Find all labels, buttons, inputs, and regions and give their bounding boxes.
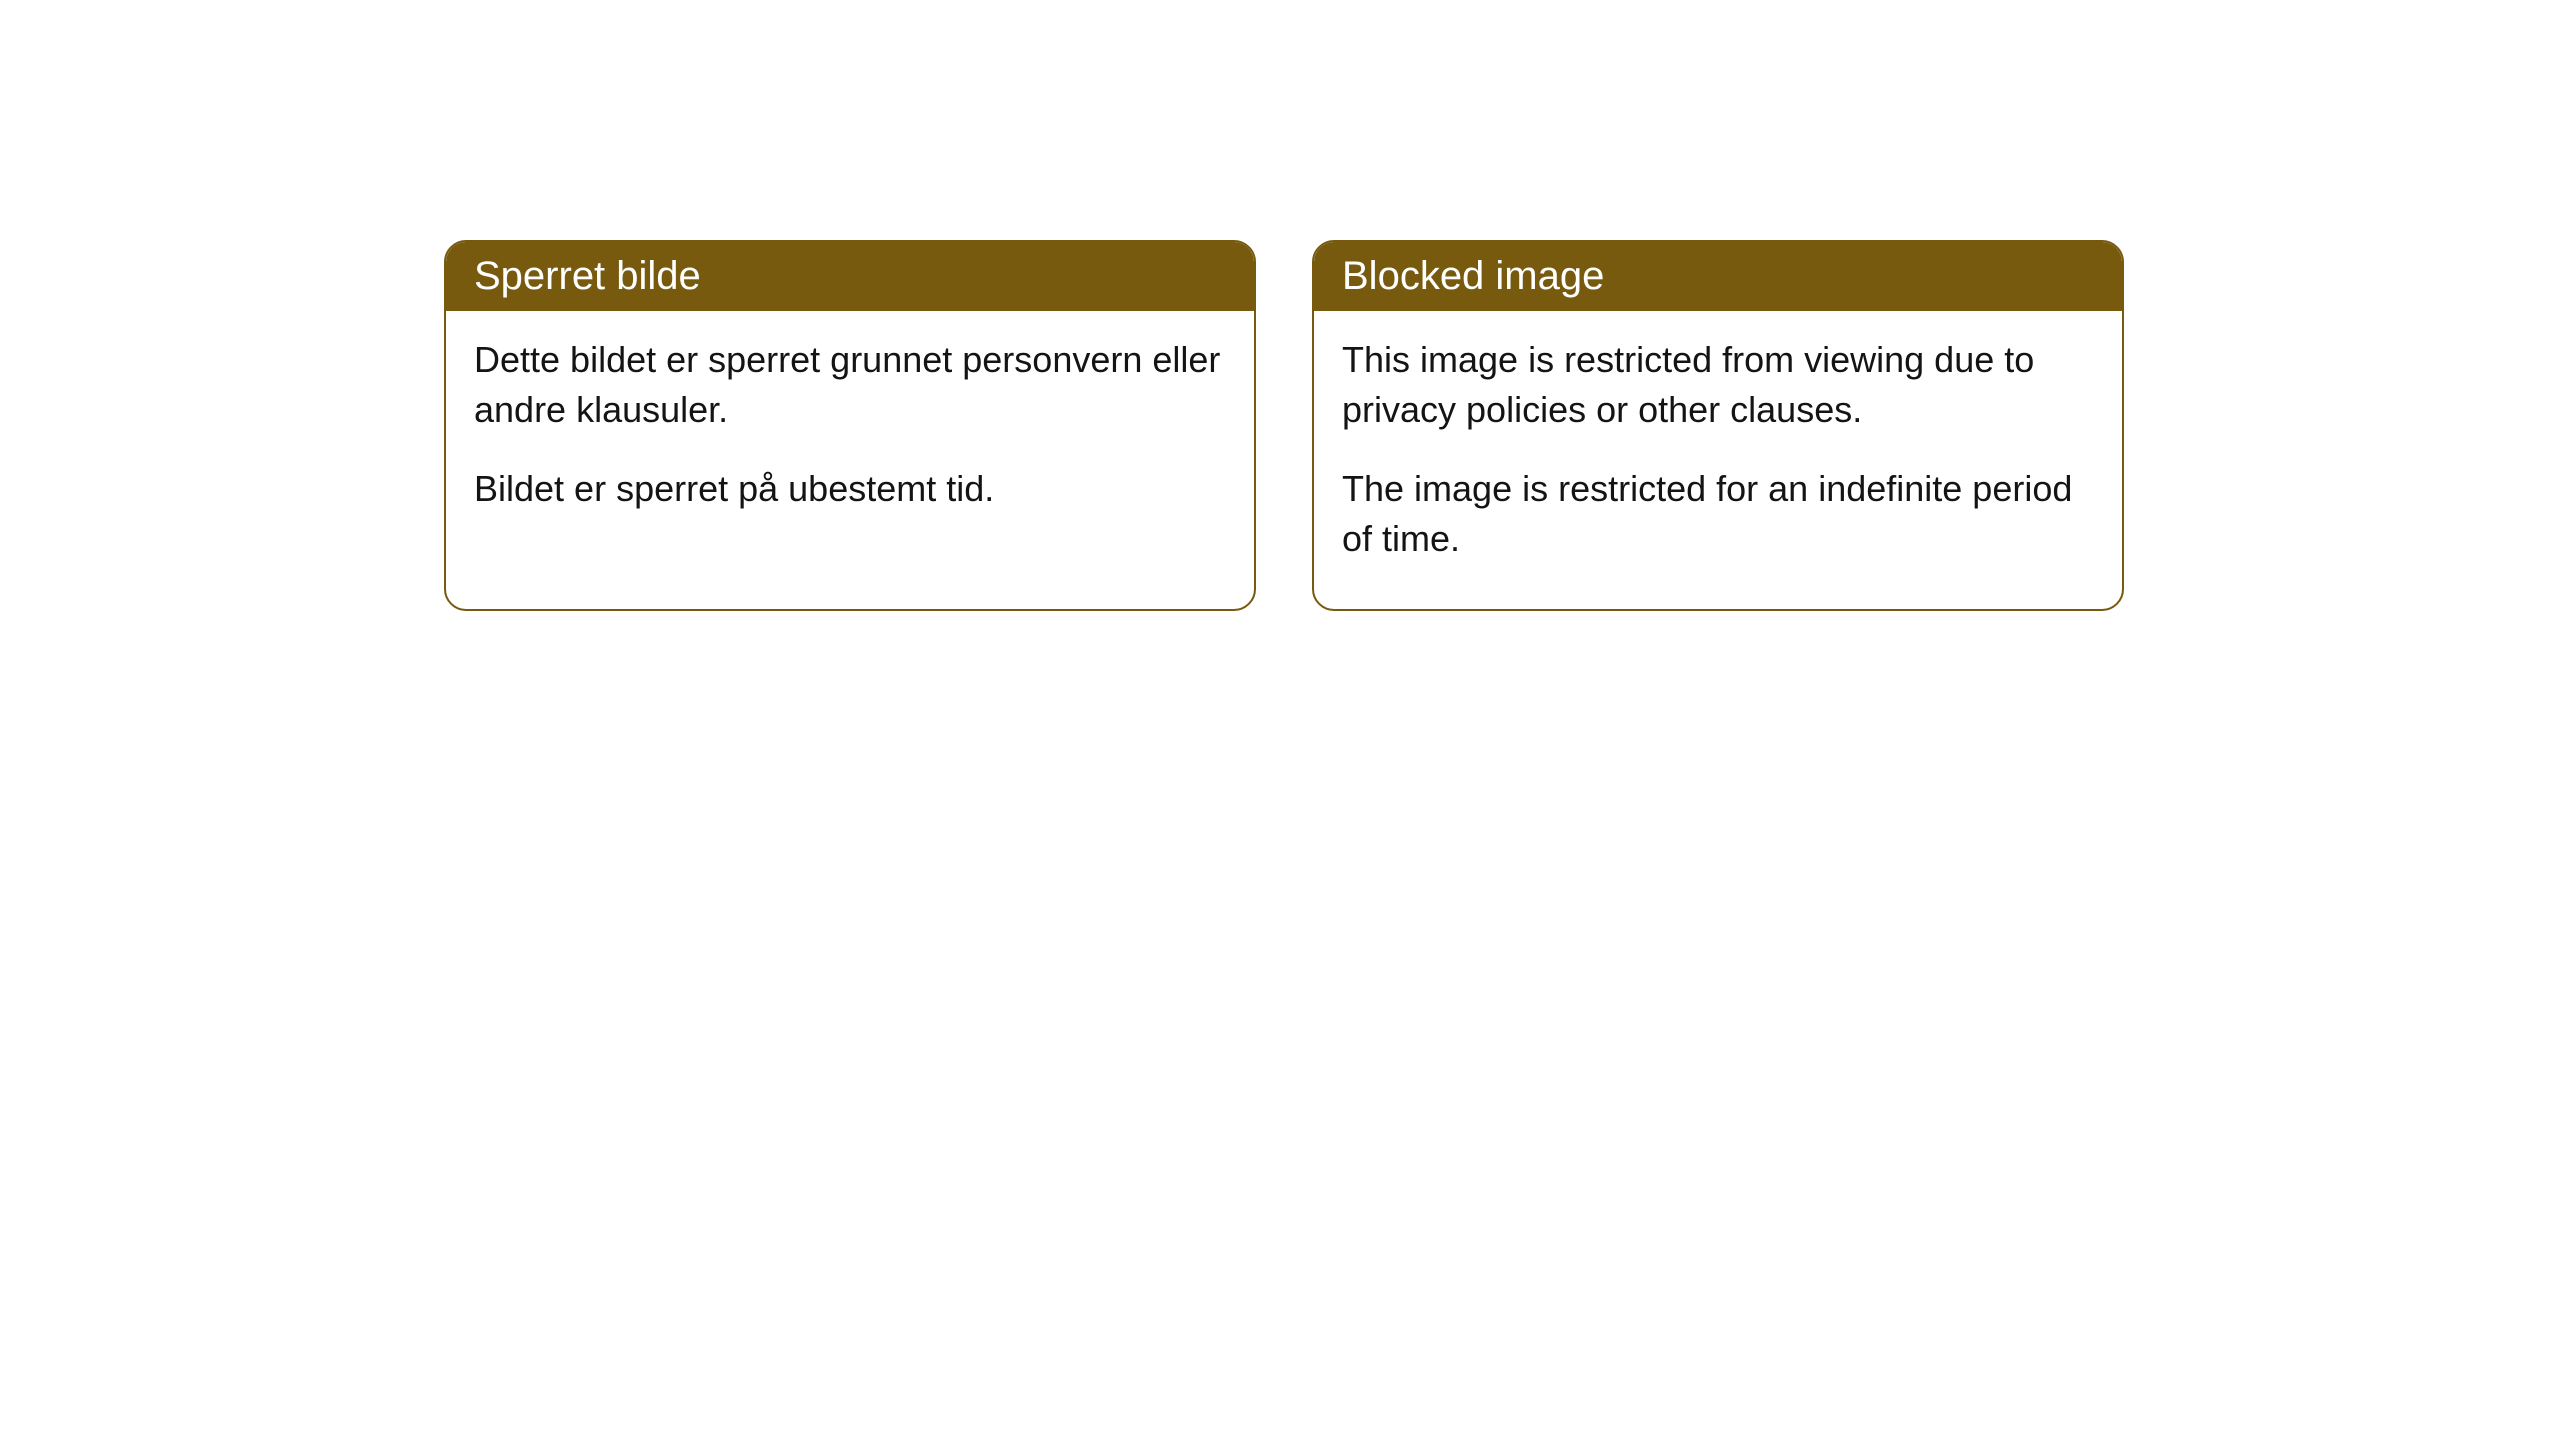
notice-paragraph: Dette bildet er sperret grunnet personve… [474,335,1226,436]
notice-card-header: Sperret bilde [446,242,1254,311]
notice-paragraph: This image is restricted from viewing du… [1342,335,2094,436]
notice-cards-container: Sperret bilde Dette bildet er sperret gr… [444,240,2124,611]
notice-paragraph: The image is restricted for an indefinit… [1342,464,2094,565]
notice-card-english: Blocked image This image is restricted f… [1312,240,2124,611]
notice-card-title: Blocked image [1342,254,1604,298]
notice-card-norwegian: Sperret bilde Dette bildet er sperret gr… [444,240,1256,611]
notice-card-body: This image is restricted from viewing du… [1314,311,2122,609]
notice-card-title: Sperret bilde [474,254,701,298]
notice-card-header: Blocked image [1314,242,2122,311]
notice-paragraph: Bildet er sperret på ubestemt tid. [474,464,1226,514]
notice-card-body: Dette bildet er sperret grunnet personve… [446,311,1254,558]
